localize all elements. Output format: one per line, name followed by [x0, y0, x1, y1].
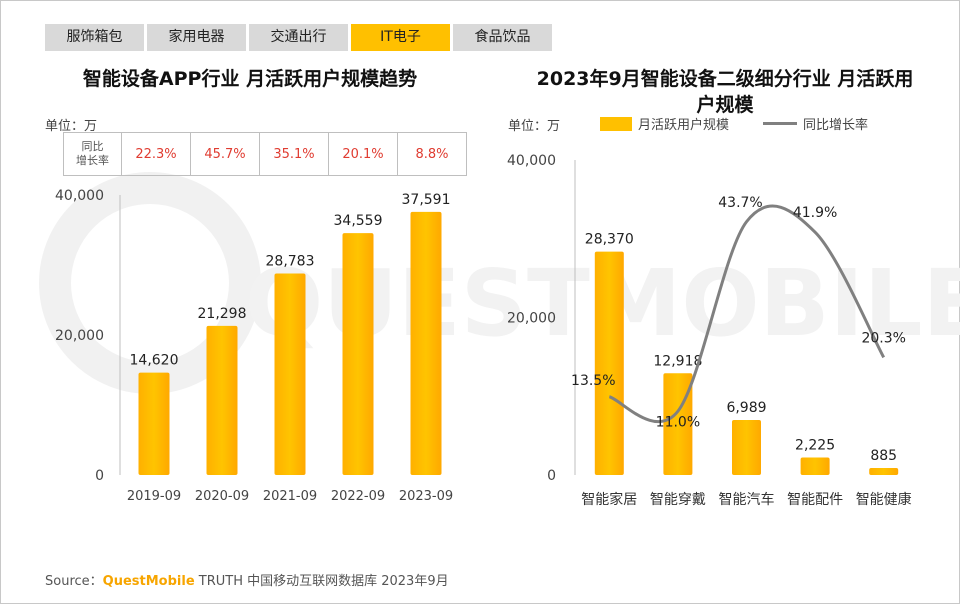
right-chart-title: 2023年9月智能设备二级细分行业 月活跃用户规模: [536, 68, 914, 116]
tab-apparel[interactable]: 服饰箱包: [45, 24, 144, 51]
right-legend: 月活跃用户规模 同比增长率: [600, 114, 868, 133]
growth-cell: 35.1%: [259, 132, 329, 176]
x-tick-label: 智能汽车: [719, 491, 775, 508]
growth-label: 41.9%: [793, 205, 837, 221]
growth-label: 43.7%: [718, 195, 762, 211]
right-combo-chart: 0 20,000 40,000 28,370 智能家居 12,918 智能穿戴 6,989 智能…: [507, 153, 912, 508]
bar-value-label: 21,298: [198, 306, 247, 322]
left-bar-chart: 0 20,000 40,000 14,620 2019-09 21,298 2020-09 2…: [55, 188, 453, 504]
bar-value-label: 885: [870, 448, 897, 464]
y-tick-label: 20,000: [55, 328, 104, 344]
bar-value-label: 6,989: [726, 400, 766, 416]
bar: [594, 251, 624, 475]
growth-cell: 20.1%: [328, 132, 398, 176]
bar-value-label: 37,591: [402, 192, 451, 208]
y-tick-label: 40,000: [507, 153, 556, 169]
bar: [410, 211, 442, 475]
x-tick-label: 智能穿戴: [650, 492, 706, 508]
source-brand: QuestMobile: [102, 574, 195, 589]
bar-value-label: 34,559: [334, 213, 383, 229]
x-tick-label: 2021-09: [263, 489, 317, 504]
growth-rate-header: 同比 增长率: [63, 132, 122, 176]
growth-cell: 22.3%: [121, 132, 191, 176]
growth-label: 11.0%: [656, 414, 700, 430]
y-tick-label: 40,000: [55, 188, 104, 204]
y-tick-label: 20,000: [507, 311, 556, 327]
bar: [732, 419, 761, 475]
bar: [206, 325, 238, 475]
x-tick-label: 智能健康: [856, 491, 912, 508]
bar: [869, 468, 899, 475]
y-tick-label: 0: [95, 468, 104, 484]
bar: [342, 233, 374, 475]
growth-cell: 8.8%: [397, 132, 467, 176]
legend-line-swatch: [763, 122, 798, 125]
growth-rate-table: 同比 增长率 22.3% 45.7% 35.1% 20.1% 8.8%: [63, 132, 467, 176]
growth-line: [608, 204, 886, 424]
tab-appliances[interactable]: 家用电器: [147, 24, 246, 51]
bar-value-label: 14,620: [130, 353, 179, 369]
x-tick-label: 智能配件: [787, 492, 843, 508]
bar-value-label: 28,370: [585, 232, 634, 248]
left-chart-title: 智能设备APP行业 月活跃用户规模趋势: [82, 68, 418, 90]
bar: [800, 457, 830, 475]
right-unit-label: 单位：万: [508, 119, 561, 134]
bar-value-label: 12,918: [653, 353, 702, 369]
growth-label: 13.5%: [571, 373, 615, 389]
bar: [274, 273, 306, 475]
bar-value-label: 28,783: [266, 254, 315, 270]
x-tick-label: 2022-09: [331, 489, 385, 504]
tab-transport[interactable]: 交通出行: [249, 24, 348, 51]
source-line: Source：QuestMobile TRUTH 中国移动互联网数据库 2023…: [45, 570, 449, 589]
legend-bar-label: 月活跃用户规模: [638, 118, 730, 133]
category-tabs: 服饰箱包 家用电器 交通出行 IT电子 食品饮品: [45, 24, 552, 51]
left-unit-label: 单位：万: [45, 119, 98, 134]
legend-line-label: 同比增长率: [803, 118, 869, 133]
growth-cell: 45.7%: [190, 132, 260, 176]
bar: [138, 372, 170, 475]
tab-it-electronics[interactable]: IT电子: [351, 24, 450, 51]
x-tick-label: 2023-09: [399, 489, 453, 504]
tab-food-beverage[interactable]: 食品饮品: [453, 24, 552, 51]
source-prefix: Source：: [45, 574, 103, 589]
growth-label: 20.3%: [861, 330, 905, 346]
legend-bar-swatch: [600, 116, 632, 131]
x-tick-label: 2019-09: [127, 489, 181, 504]
bar-value-label: 2,225: [795, 437, 835, 453]
x-tick-label: 2020-09: [195, 489, 249, 504]
y-tick-label: 0: [547, 468, 556, 484]
source-rest: TRUTH 中国移动互联网数据库 2023年9月: [194, 574, 449, 589]
x-tick-label: 智能家居: [581, 491, 637, 508]
